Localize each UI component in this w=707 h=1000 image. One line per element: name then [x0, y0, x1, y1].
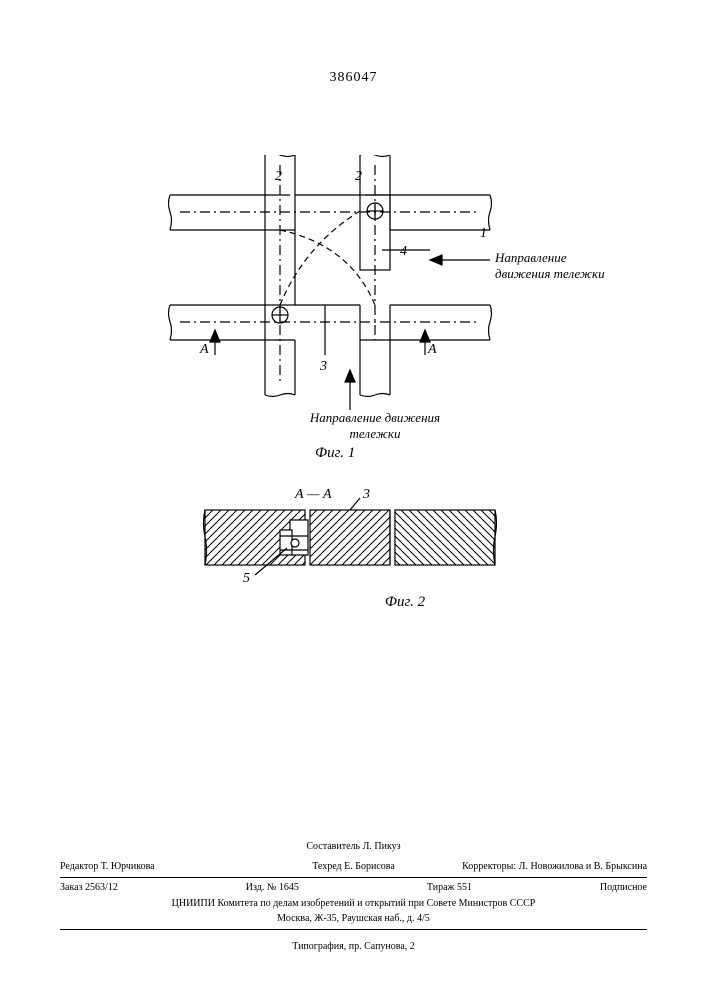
footer: Составитель Л. Пикуз Редактор Т. Юрчиков… [60, 840, 647, 953]
footer-rule-1 [60, 877, 647, 878]
footer-compiler: Составитель Л. Пикуз [60, 840, 647, 854]
fig2-label-3: 3 [362, 487, 370, 502]
page-number: 386047 [0, 70, 707, 86]
figure-1-caption: Фиг. 1 [315, 445, 355, 462]
footer-techred: Техред Е. Борисова [256, 860, 452, 874]
footer-rule-2 [60, 929, 647, 930]
figure-2-caption: Фиг. 2 [305, 594, 505, 611]
figure-2: А — А 3 5 Фиг. 2 [195, 480, 505, 611]
footer-tiraj: Тираж 551 [427, 881, 472, 895]
footer-correctors-names: Л. Новожилова и В. Брыксина [519, 861, 647, 872]
label-2b: 2 [355, 169, 362, 184]
figure-2-svg: А — А 3 5 [195, 480, 505, 590]
footer-correctors: Корректоры: Л. Новожилова и В. Брыксина [451, 860, 647, 874]
label-2a: 2 [275, 169, 282, 184]
footer-order-row: Заказ 2563/12 Изд. № 1645 Тираж 551 Подп… [60, 881, 647, 895]
label-4: 4 [400, 244, 407, 259]
footer-podpisnoe: Подписное [600, 881, 647, 895]
label-3: 3 [319, 359, 327, 374]
figure-1: 1 2 2 3 4 A A Направление движения тележ… [150, 155, 570, 445]
footer-typography: Типография, пр. Сапунова, 2 [60, 940, 647, 954]
footer-org-2: Москва, Ж-35, Раушская наб., д. 4/5 [60, 912, 647, 926]
section-a-right: A [427, 342, 437, 357]
footer-org-1: ЦНИИПИ Комитета по делам изобретений и о… [60, 897, 647, 911]
section-label: А — А [294, 487, 332, 502]
footer-credits-row: Редактор Т. Юрчикова Техред Е. Борисова … [60, 860, 647, 874]
annotation-right: Направление движения тележки [495, 250, 605, 282]
footer-izd: Изд. № 1645 [246, 881, 299, 895]
footer-order: Заказ 2563/12 [60, 881, 118, 895]
fig2-label-5: 5 [243, 571, 250, 586]
figure-1-svg: 1 2 2 3 4 A A [150, 155, 570, 445]
label-1: 1 [480, 226, 487, 241]
footer-editor: Редактор Т. Юрчикова [60, 860, 256, 874]
section-a-left: A [199, 342, 209, 357]
footer-correctors-label: Корректоры: [462, 861, 516, 872]
annotation-bottom: Направление движения тележки [295, 410, 455, 442]
